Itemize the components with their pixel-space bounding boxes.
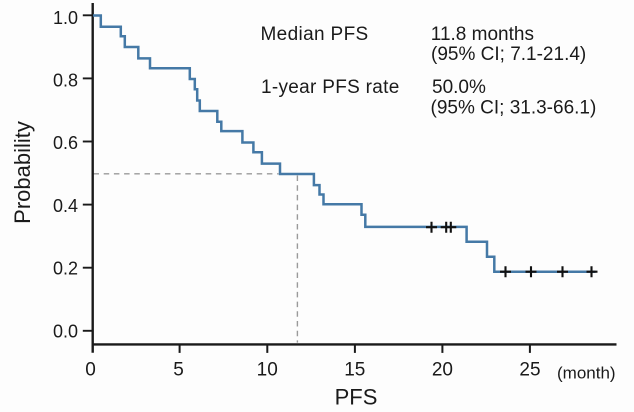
svg-text:PFS: PFS	[335, 385, 378, 410]
svg-text:(month): (month)	[557, 364, 616, 383]
svg-text:Probability: Probability	[10, 121, 35, 224]
svg-text:1.0: 1.0	[53, 8, 78, 28]
svg-text:5: 5	[173, 360, 184, 381]
svg-text:0.6: 0.6	[53, 133, 78, 153]
svg-text:0.2: 0.2	[53, 259, 78, 279]
svg-text:11.8 months: 11.8 months	[431, 24, 534, 45]
svg-text:(95% CI; 7.1-21.4): (95% CI; 7.1-21.4)	[431, 44, 586, 65]
svg-text:15: 15	[344, 360, 365, 381]
svg-text:50.0%: 50.0%	[432, 77, 486, 98]
svg-text:0.0: 0.0	[53, 321, 78, 341]
svg-text:0.8: 0.8	[53, 71, 78, 91]
svg-text:20: 20	[432, 360, 453, 381]
svg-text:0.4: 0.4	[53, 196, 78, 216]
svg-text:10: 10	[257, 360, 278, 381]
svg-text:1-year PFS rate: 1-year PFS rate	[261, 77, 400, 98]
svg-text:25: 25	[519, 360, 540, 381]
svg-text:(95% CI; 31.3-66.1): (95% CI; 31.3-66.1)	[431, 97, 597, 118]
svg-text:0: 0	[85, 360, 96, 381]
svg-text:Median PFS: Median PFS	[261, 24, 369, 45]
